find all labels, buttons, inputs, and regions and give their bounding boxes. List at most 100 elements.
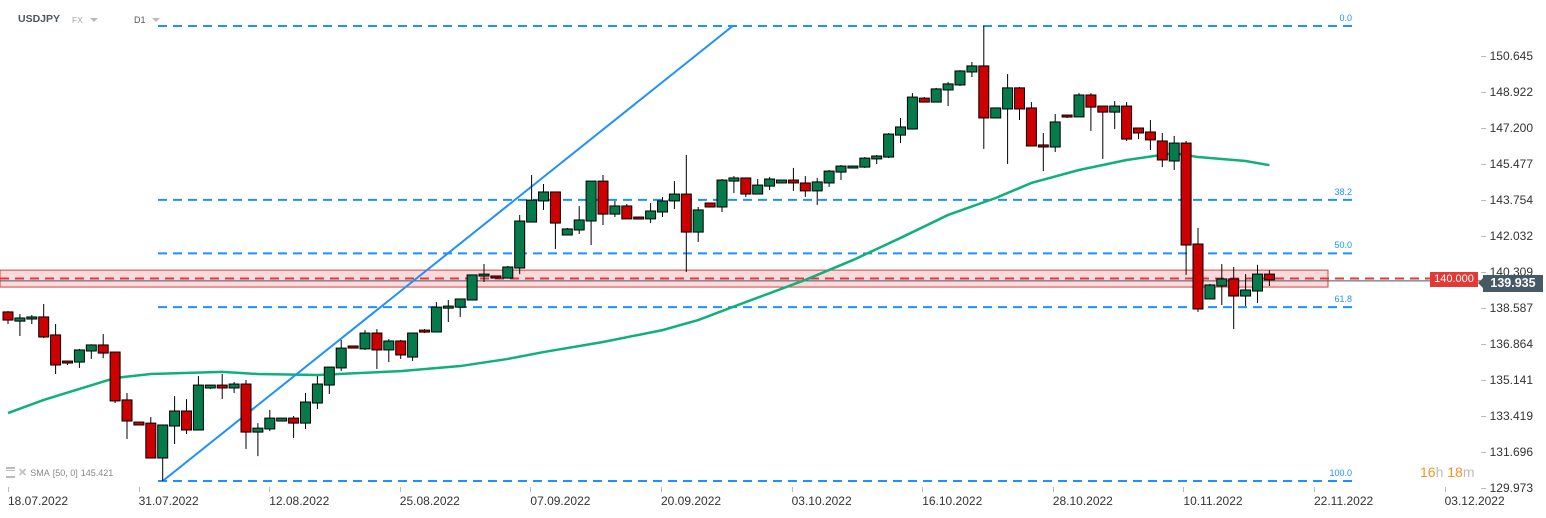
candle-body-down — [1037, 144, 1049, 148]
candle-body-up — [585, 180, 597, 222]
fibonacci-level-label: 61.8 — [1334, 294, 1352, 305]
date-tick-label: 25.08.2022 — [399, 487, 460, 508]
market-caret-icon[interactable] — [90, 18, 98, 22]
candle — [26, 315, 38, 325]
candle — [966, 61, 978, 78]
candle — [859, 157, 871, 168]
candle-body-up — [478, 273, 490, 277]
candle-body-down — [347, 345, 359, 349]
candle — [1049, 113, 1061, 153]
current-price-tag: 139.935 — [1478, 275, 1543, 292]
candle — [1037, 133, 1049, 172]
candle — [918, 97, 930, 103]
candle-body-up — [14, 317, 26, 322]
candle-body-down — [1061, 114, 1073, 118]
candle — [311, 376, 323, 410]
candle-body-up — [300, 401, 311, 424]
sma-params: [50, 0] — [52, 467, 78, 478]
candle — [430, 302, 442, 333]
candle — [657, 196, 668, 218]
candle-body-down — [240, 383, 252, 433]
candle-body-up — [942, 83, 954, 91]
candle — [442, 300, 454, 322]
fibonacci-level-label: 0.0 — [1339, 13, 1352, 23]
candle — [1014, 87, 1025, 121]
candle-body-down — [1133, 127, 1144, 134]
candle — [895, 117, 906, 144]
candle-body-down — [1180, 142, 1192, 246]
date-tick-label: 16.10.2022 — [922, 487, 983, 508]
candle-body-up — [823, 170, 835, 184]
candle — [538, 184, 549, 210]
date-tick-label: 18.07.2022 — [8, 487, 69, 508]
candle-body-down — [419, 329, 430, 333]
candle — [585, 180, 597, 246]
sma-value: 145.421 — [80, 467, 114, 478]
date-tick-label: 12.08.2022 — [269, 487, 330, 508]
candle-body-up — [1168, 142, 1180, 162]
candle — [50, 324, 62, 374]
market-selector[interactable]: FX — [72, 15, 83, 25]
candle-body-down — [1121, 105, 1133, 140]
timeframe-caret-icon[interactable] — [152, 18, 160, 22]
candle — [288, 416, 300, 438]
level-price-tag[interactable]: 140.000 — [1430, 272, 1478, 287]
candle — [740, 177, 752, 197]
candle-body-up — [264, 417, 276, 430]
candle — [526, 175, 538, 223]
candle-body-up — [26, 316, 38, 320]
candle-body-down — [680, 193, 692, 233]
candle-body-up — [883, 133, 895, 158]
candle-body-up — [906, 96, 918, 130]
candle — [1025, 102, 1037, 147]
candle — [1228, 266, 1240, 330]
candle-body-up — [561, 228, 573, 236]
candle-body-down — [2, 311, 14, 321]
candle-body-up — [323, 366, 335, 386]
candle — [97, 334, 109, 359]
candle-body-up — [169, 410, 181, 427]
candle — [954, 70, 966, 86]
timeframe-selector[interactable]: D1 — [134, 15, 146, 25]
candle — [823, 170, 835, 187]
candle-body-down — [549, 191, 561, 224]
trendline — [162, 25, 734, 482]
candle-body-up — [954, 70, 966, 86]
price-tick-label: 142.032 — [1480, 229, 1533, 243]
candle — [692, 207, 704, 242]
candle — [668, 181, 680, 210]
fibonacci-level-label: 100.0 — [1329, 468, 1352, 478]
candle — [1252, 264, 1263, 303]
fibonacci-level-label: 50.0 — [1334, 240, 1352, 251]
candle — [561, 227, 573, 236]
candle-body-up — [752, 184, 764, 195]
sma-name: SMA — [30, 467, 50, 478]
candle — [633, 216, 645, 220]
price-tick-label: 129.973 — [1480, 481, 1533, 496]
remove-indicator-icon[interactable]: ✕ — [18, 467, 28, 479]
candle — [109, 351, 121, 404]
candle-body-up — [657, 200, 668, 213]
candle-body-up — [1049, 121, 1061, 148]
candle-body-down — [704, 202, 716, 208]
settings-icon[interactable] — [6, 467, 15, 478]
candle — [906, 93, 918, 130]
candle — [942, 82, 954, 107]
candle-body-up — [645, 210, 657, 220]
candle-body-up — [930, 88, 942, 103]
candle — [371, 329, 383, 369]
candle-body-up — [85, 344, 97, 352]
candle-body-up — [502, 266, 514, 279]
sma-line — [7, 151, 1270, 415]
date-tick-label: 31.07.2022 — [138, 487, 199, 508]
candle-body-up — [1002, 87, 1014, 110]
candle-body-down — [1192, 243, 1204, 310]
candle — [1144, 120, 1156, 150]
candle-body-up — [335, 347, 347, 369]
candle — [728, 176, 740, 193]
sma-legend: ✕ SMA [50, 0] 145.421 — [6, 466, 113, 479]
candle-body-up — [514, 220, 526, 269]
candle — [133, 421, 145, 426]
candle-body-up — [811, 181, 823, 192]
